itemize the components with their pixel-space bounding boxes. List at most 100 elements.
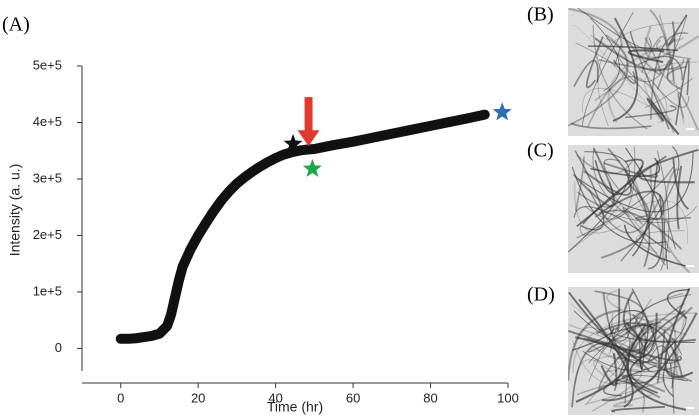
fiber — [576, 158, 644, 228]
fiber — [601, 312, 698, 402]
fiber — [623, 224, 686, 267]
fiber — [568, 8, 624, 49]
fiber — [588, 336, 633, 352]
fiber — [666, 65, 687, 91]
fiber — [572, 340, 647, 384]
fiber — [649, 9, 676, 84]
fiber — [587, 75, 675, 133]
y-axis-label: Intensity (a. u.) — [7, 164, 23, 257]
arrow — [297, 97, 320, 147]
fiber — [576, 154, 634, 175]
fiber — [612, 59, 637, 85]
fiber — [663, 310, 687, 353]
fiber — [570, 122, 652, 130]
fiber — [644, 26, 699, 59]
fiber — [594, 209, 683, 250]
fiber — [577, 181, 614, 208]
fiber — [568, 291, 658, 359]
fiber — [667, 14, 688, 47]
fiber — [637, 55, 683, 81]
fiber — [610, 324, 655, 353]
y-tick-label: 0 — [55, 340, 62, 355]
fiber — [629, 31, 670, 130]
fiber — [622, 291, 696, 343]
fiber — [649, 165, 691, 274]
x-tick-label: 80 — [423, 390, 437, 405]
fiber — [616, 350, 679, 365]
x-tick-label: 40 — [268, 390, 282, 405]
fiber — [571, 327, 615, 351]
fiber — [607, 148, 651, 268]
fiber — [644, 61, 699, 108]
fiber — [626, 324, 687, 411]
fiber — [573, 299, 631, 342]
y-tick-label: 3e+5 — [33, 170, 62, 185]
fiber — [574, 156, 585, 212]
panel-label: (D) — [527, 284, 555, 306]
fiber — [615, 14, 688, 83]
fiber — [607, 37, 684, 124]
fiber — [572, 25, 664, 124]
fiber — [634, 294, 692, 362]
fiber — [677, 92, 699, 131]
fiber — [583, 327, 636, 360]
fiber — [579, 203, 622, 236]
fiber — [585, 36, 604, 89]
x-tick-label: 0 — [117, 390, 124, 405]
fiber — [590, 34, 668, 124]
fiber — [568, 34, 629, 127]
fiber — [582, 87, 673, 121]
fiber — [584, 146, 636, 220]
fiber — [619, 31, 662, 75]
panel-label: (A) — [2, 14, 30, 36]
scale-bar — [686, 128, 694, 130]
fiber — [609, 325, 679, 366]
fiber — [635, 230, 685, 253]
fiber — [614, 44, 622, 67]
fiber — [590, 157, 661, 177]
fiber — [676, 165, 683, 230]
fiber — [625, 147, 662, 220]
fiber — [593, 355, 621, 386]
fiber — [629, 354, 659, 394]
data-line — [115, 109, 490, 344]
y-tick-label: 5e+5 — [33, 57, 62, 72]
fiber — [657, 14, 675, 82]
fiber — [675, 58, 690, 126]
fiber — [631, 306, 693, 357]
fiber — [569, 200, 688, 251]
fiber — [650, 32, 689, 120]
fiber — [594, 37, 629, 102]
fiber — [618, 309, 649, 357]
fiber — [647, 345, 675, 414]
x-tick-label: 60 — [346, 390, 360, 405]
fiber — [599, 176, 663, 244]
fiber — [573, 206, 671, 254]
star-marker — [283, 133, 303, 152]
fiber — [675, 315, 688, 379]
y-tick-label: 4e+5 — [33, 114, 62, 129]
fiber — [571, 342, 651, 408]
fiber — [570, 303, 679, 373]
fiber — [583, 170, 632, 196]
fiber — [635, 214, 691, 221]
star-marker — [302, 158, 322, 177]
x-axis-label: Time (hr) — [267, 399, 323, 415]
x-tick-label: 100 — [497, 390, 519, 405]
fiber — [577, 8, 652, 50]
fiber — [592, 148, 630, 217]
fiber — [584, 378, 666, 406]
fiber — [576, 166, 674, 239]
fiber — [622, 206, 667, 266]
fiber — [614, 288, 660, 384]
x-tick-label: 20 — [191, 390, 205, 405]
fiber — [612, 394, 652, 408]
fiber — [600, 353, 618, 387]
fiber — [675, 82, 685, 125]
fiber — [588, 188, 660, 234]
fiber — [598, 302, 685, 390]
fiber — [663, 219, 676, 270]
micrographs — [568, 8, 699, 415]
fiber — [656, 59, 671, 90]
